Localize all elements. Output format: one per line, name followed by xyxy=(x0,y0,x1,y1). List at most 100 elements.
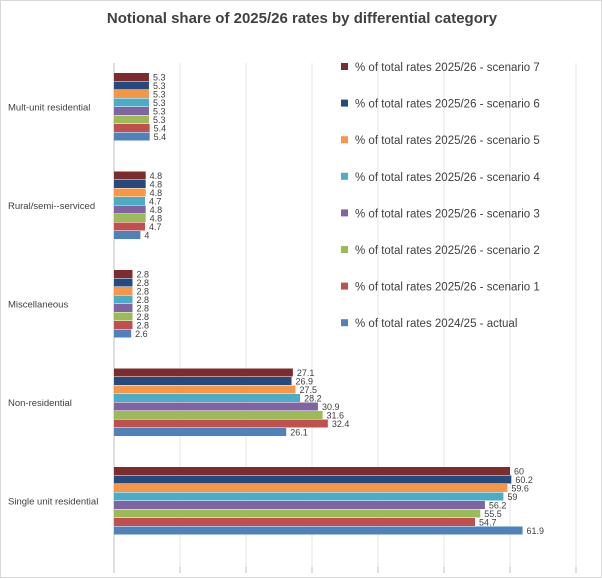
bar-rural-semi-serviced-s2 xyxy=(114,180,146,188)
data-label-miscellaneous-s7: 2.8 xyxy=(136,321,149,331)
data-label-miscellaneous-s2: 2.8 xyxy=(136,278,149,288)
data-label-non-residential-s4: 28.2 xyxy=(304,394,322,404)
bar-miscellaneous-s3 xyxy=(114,287,133,295)
bar-single-unit-residential-s7 xyxy=(114,518,476,526)
bar-rural-semi-serviced-s3 xyxy=(114,188,146,197)
data-label-rural-semi-serviced-s1: 4.8 xyxy=(150,171,163,181)
legend-swatch-7 xyxy=(341,282,348,290)
bar-non-residential-s2 xyxy=(114,377,292,385)
bar-single-unit-residential-s4 xyxy=(114,492,504,501)
bar-non-residential-s4 xyxy=(114,394,301,402)
data-label-non-residential-s7: 32.4 xyxy=(332,419,350,429)
data-label-mult-unit-residential-s7: 5.4 xyxy=(154,124,167,134)
legend-label-8: % of total rates 2024/25 - actual xyxy=(355,318,517,330)
data-label-mult-unit-residential-s1: 5.3 xyxy=(153,73,166,83)
data-label-mult-unit-residential-s6: 5.3 xyxy=(153,115,166,125)
bar-single-unit-residential-s8 xyxy=(114,526,523,535)
data-label-non-residential-s6: 31.6 xyxy=(327,411,345,421)
category-label-mult-unit-residential: Mult-unit residential xyxy=(8,103,90,114)
bar-miscellaneous-s8 xyxy=(114,329,132,338)
legend-swatch-4 xyxy=(341,172,348,180)
data-label-rural-semi-serviced-s4: 4.7 xyxy=(149,197,162,207)
data-label-rural-semi-serviced-s6: 4.8 xyxy=(150,214,163,224)
bar-non-residential-s6 xyxy=(114,411,323,419)
data-label-mult-unit-residential-s4: 5.3 xyxy=(153,98,166,108)
data-label-non-residential-s1: 27.1 xyxy=(297,368,315,378)
data-label-rural-semi-serviced-s8: 4 xyxy=(144,231,149,241)
legend-swatch-5 xyxy=(341,209,348,217)
data-label-non-residential-s5: 30.9 xyxy=(322,402,340,412)
data-label-single-unit-residential-s6: 55.5 xyxy=(484,509,502,519)
bar-single-unit-residential-s3 xyxy=(114,484,508,492)
data-label-rural-semi-serviced-s7: 4.7 xyxy=(149,222,162,232)
data-label-non-residential-s8: 26.1 xyxy=(290,428,308,438)
legend-swatch-8 xyxy=(341,319,348,327)
legend-label-4: % of total rates 2025/26 - scenario 4 xyxy=(355,172,540,184)
data-label-single-unit-residential-s4: 59 xyxy=(507,492,517,502)
bar-miscellaneous-s2 xyxy=(114,278,133,287)
data-label-miscellaneous-s3: 2.8 xyxy=(136,287,149,297)
data-label-mult-unit-residential-s3: 5.3 xyxy=(153,90,166,100)
data-label-single-unit-residential-s5: 56.2 xyxy=(489,501,507,511)
bar-mult-unit-residential-s1 xyxy=(114,73,149,81)
bar-rural-semi-serviced-s4 xyxy=(114,197,146,205)
category-label-miscellaneous: Miscellaneous xyxy=(8,300,68,311)
bar-non-residential-s5 xyxy=(114,402,318,411)
bar-rural-semi-serviced-s7 xyxy=(114,222,146,231)
bar-mult-unit-residential-s6 xyxy=(114,115,149,124)
bar-single-unit-residential-s6 xyxy=(114,509,481,518)
bar-miscellaneous-s1 xyxy=(114,270,133,278)
data-label-mult-unit-residential-s2: 5.3 xyxy=(153,81,166,91)
data-label-miscellaneous-s6: 2.8 xyxy=(136,312,149,322)
data-label-miscellaneous-s8: 2.6 xyxy=(135,329,148,339)
legend-label-6: % of total rates 2025/26 - scenario 2 xyxy=(355,245,540,257)
data-label-non-residential-s3: 27.5 xyxy=(300,385,318,395)
legend-swatch-1 xyxy=(341,63,348,70)
bar-mult-unit-residential-s5 xyxy=(114,107,149,115)
chart-title: Notional share of 2025/26 rates by diffe… xyxy=(106,10,498,27)
bar-non-residential-s1 xyxy=(114,368,293,377)
data-label-single-unit-residential-s2: 60.2 xyxy=(515,475,533,485)
bar-rural-semi-serviced-s8 xyxy=(114,231,141,239)
bar-non-residential-s7 xyxy=(114,419,328,428)
data-label-single-unit-residential-s7: 54.7 xyxy=(479,518,497,528)
data-label-rural-semi-serviced-s3: 4.8 xyxy=(150,188,163,198)
bar-rural-semi-serviced-s6 xyxy=(114,214,146,222)
data-label-single-unit-residential-s3: 59.6 xyxy=(511,484,529,494)
data-label-miscellaneous-s1: 2.8 xyxy=(136,270,149,280)
legend-swatch-2 xyxy=(341,99,348,107)
data-label-miscellaneous-s5: 2.8 xyxy=(136,304,149,314)
bar-single-unit-residential-s1 xyxy=(114,467,510,475)
legend-label-1: % of total rates 2025/26 - scenario 7 xyxy=(355,62,540,74)
legend-label-3: % of total rates 2025/26 - scenario 5 xyxy=(355,135,540,147)
legend-swatch-6 xyxy=(341,246,348,253)
bar-mult-unit-residential-s8 xyxy=(114,132,150,141)
bar-mult-unit-residential-s4 xyxy=(114,98,149,107)
bar-miscellaneous-s6 xyxy=(114,312,133,321)
category-label-rural-semi-serviced: Rural/semi--serviced xyxy=(8,201,95,212)
legend-swatch-3 xyxy=(341,136,348,144)
category-label-single-unit-residential: Single unit residential xyxy=(8,497,98,508)
bar-mult-unit-residential-s3 xyxy=(114,90,149,98)
bar-miscellaneous-s5 xyxy=(114,304,133,312)
legend-label-7: % of total rates 2025/26 - scenario 1 xyxy=(355,282,540,294)
bar-single-unit-residential-s2 xyxy=(114,475,512,484)
bar-miscellaneous-s4 xyxy=(114,295,133,304)
data-label-mult-unit-residential-s5: 5.3 xyxy=(153,107,166,117)
bar-non-residential-s8 xyxy=(114,428,287,436)
data-label-miscellaneous-s4: 2.8 xyxy=(136,295,149,305)
data-label-non-residential-s2: 26.9 xyxy=(296,377,314,387)
bar-mult-unit-residential-s7 xyxy=(114,124,150,132)
bar-miscellaneous-s7 xyxy=(114,321,133,329)
bar-rural-semi-serviced-s1 xyxy=(114,171,146,180)
data-label-rural-semi-serviced-s2: 4.8 xyxy=(150,180,163,190)
legend-label-2: % of total rates 2025/26 - scenario 6 xyxy=(355,99,540,111)
bar-single-unit-residential-s5 xyxy=(114,501,485,509)
bar-rural-semi-serviced-s5 xyxy=(114,205,146,214)
data-label-single-unit-residential-s1: 60 xyxy=(514,467,524,477)
data-label-rural-semi-serviced-s5: 4.8 xyxy=(150,205,163,215)
legend-label-5: % of total rates 2025/26 - scenario 3 xyxy=(355,208,540,220)
data-label-single-unit-residential-s8: 61.9 xyxy=(527,526,545,536)
